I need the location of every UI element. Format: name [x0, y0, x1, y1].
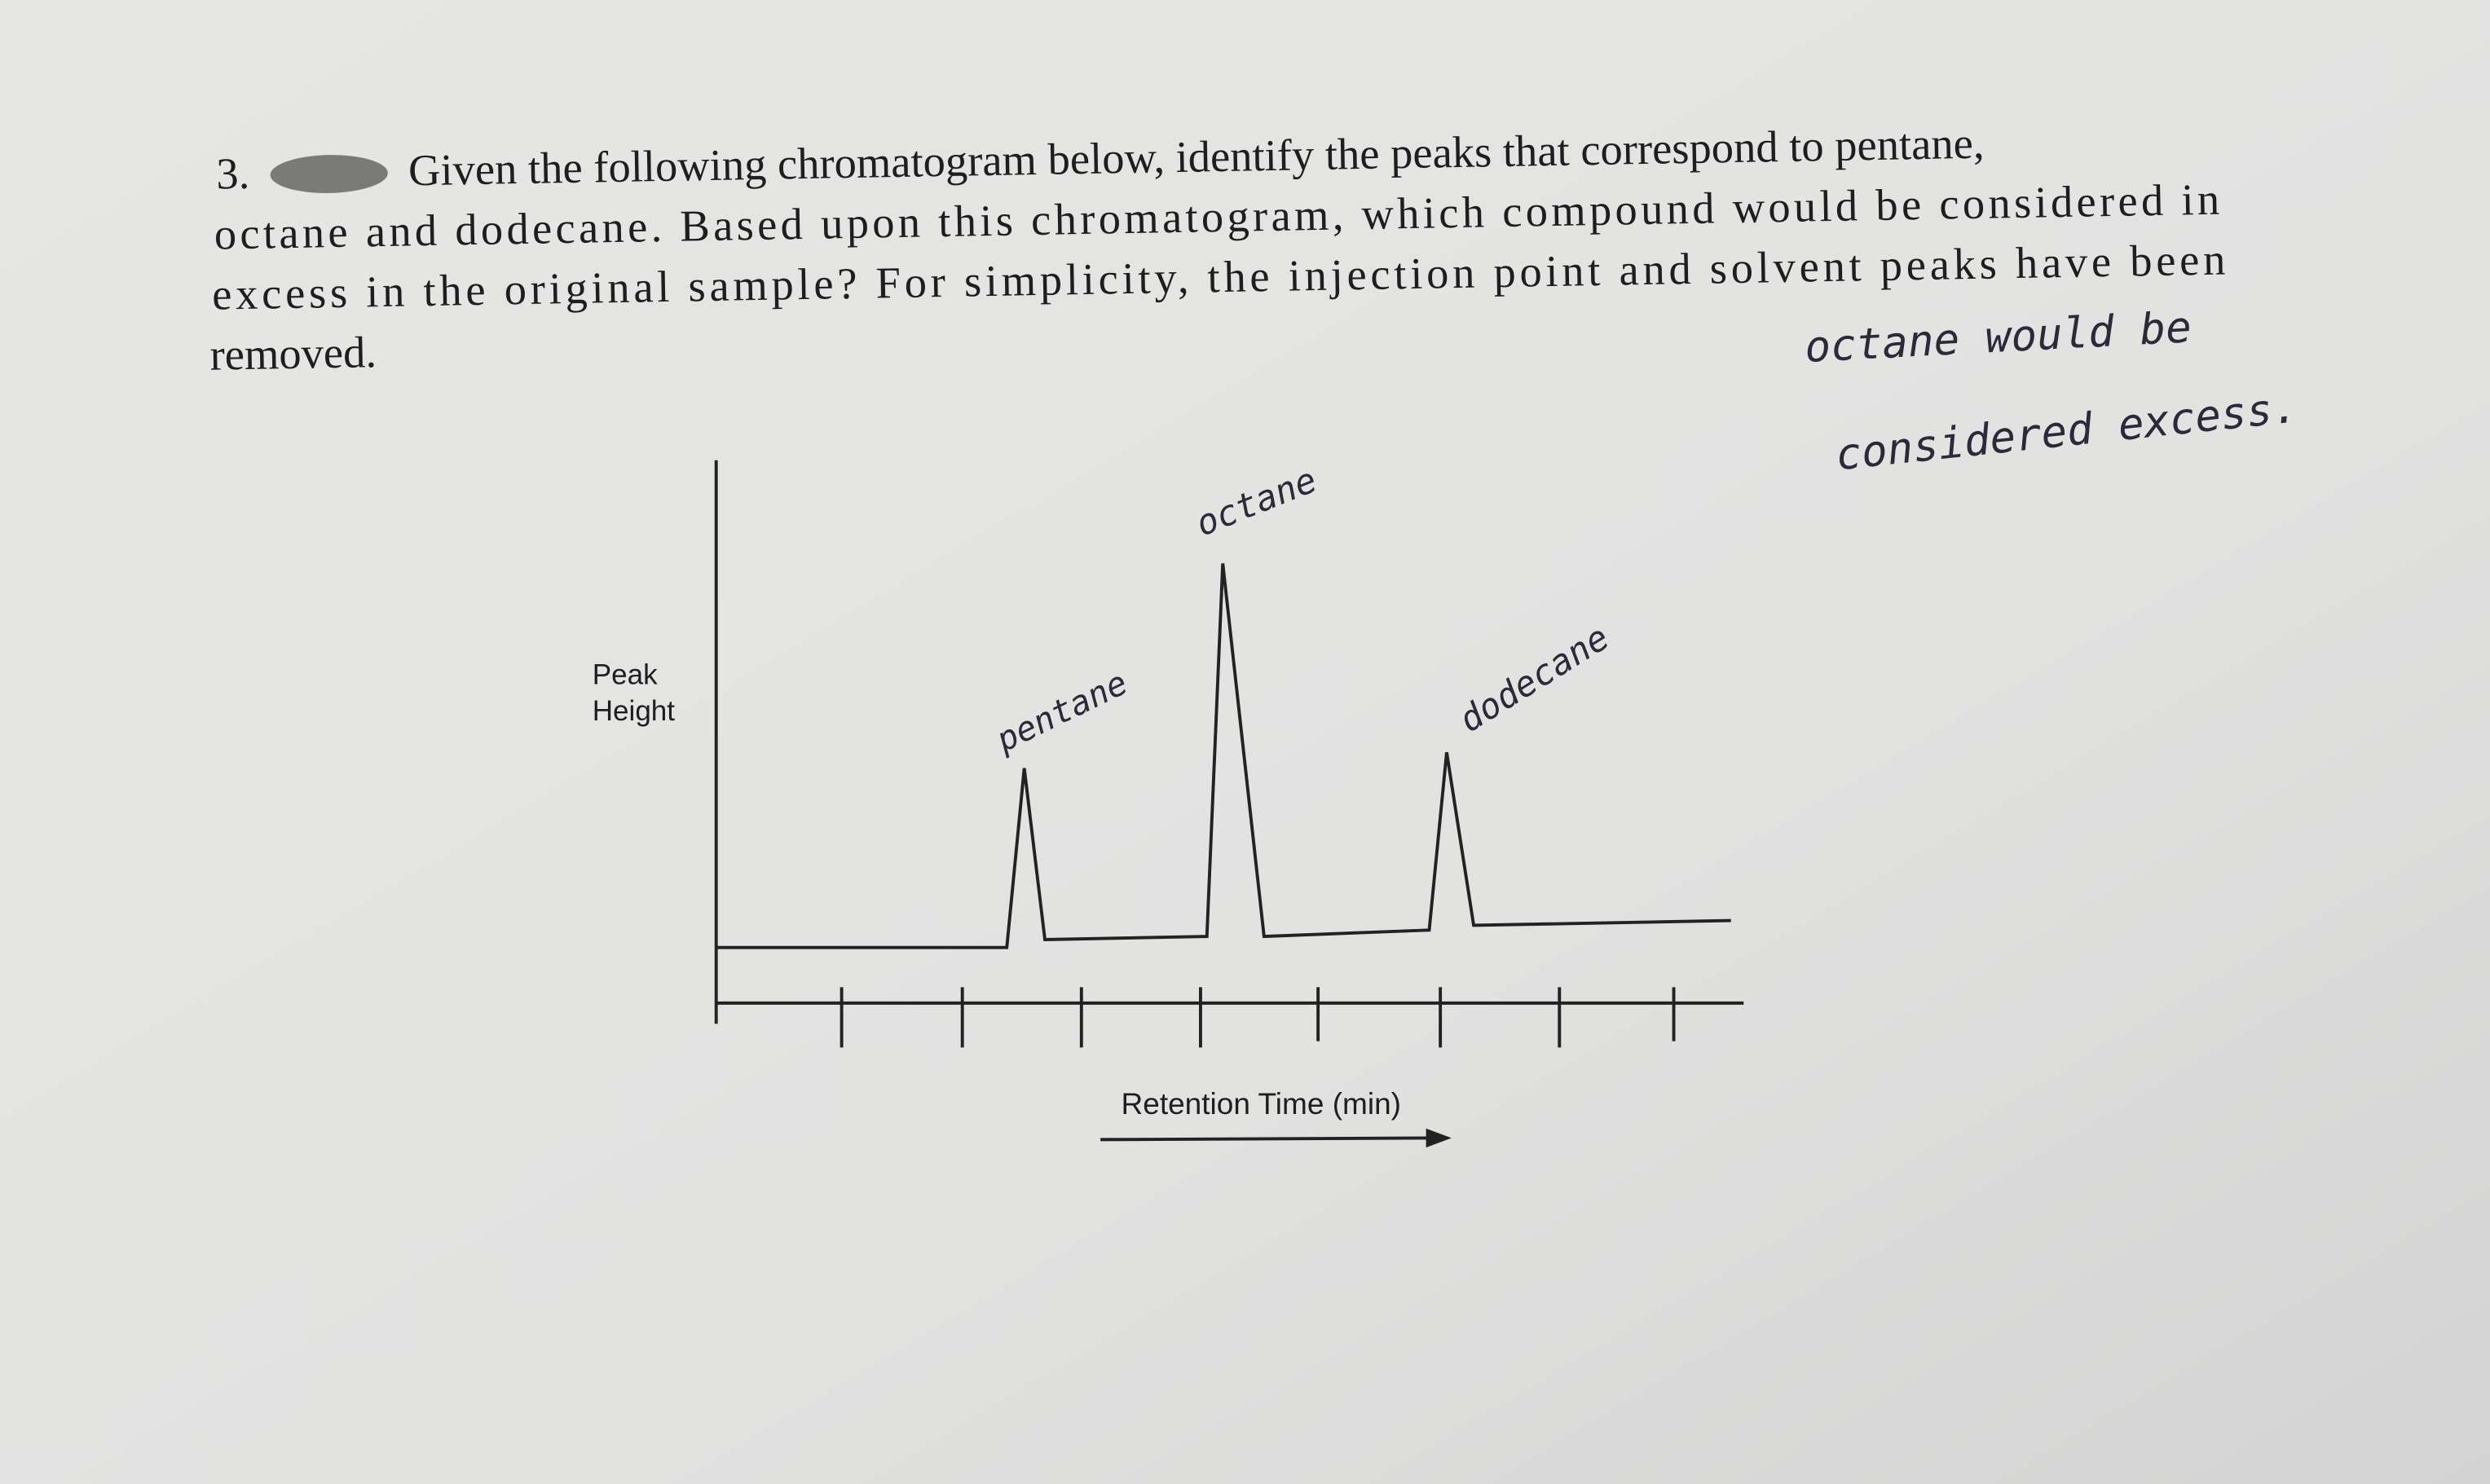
signal [716, 563, 1731, 949]
ticks [840, 987, 1676, 1048]
arrow [1100, 1136, 1430, 1142]
chromatogram [714, 460, 1744, 1142]
question-line: removed. [209, 327, 377, 380]
x-label: Retention Time (min) [1122, 1086, 1401, 1121]
question-number: 3. [216, 148, 250, 199]
arrow-head [1426, 1128, 1452, 1148]
y-label: Height [593, 695, 676, 727]
scribble [270, 155, 388, 193]
y-label: Peak [593, 658, 658, 690]
